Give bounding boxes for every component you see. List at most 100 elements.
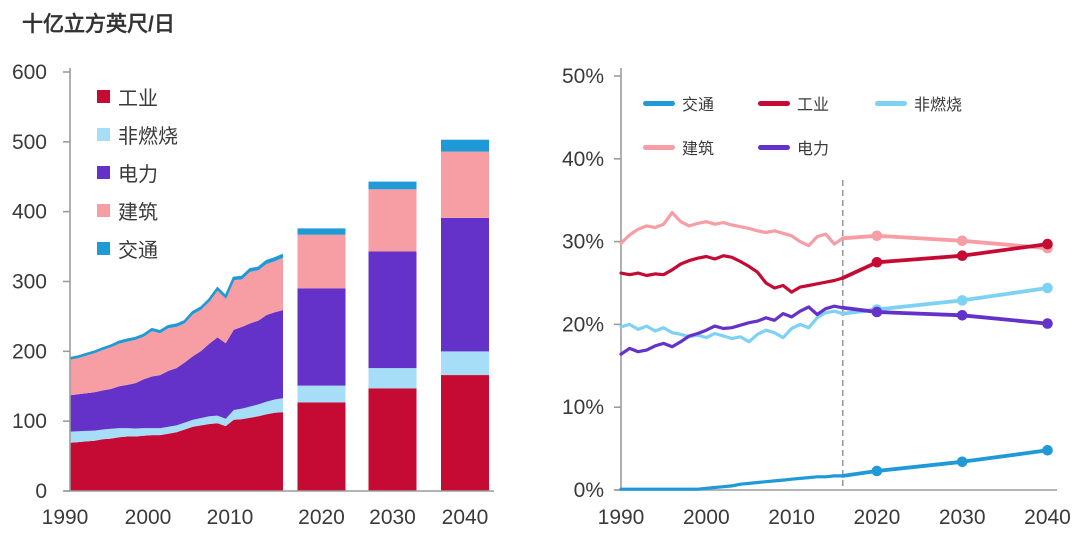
area-non_combustion — [70, 398, 283, 443]
line-projection-transport — [840, 448, 1050, 478]
right-y-tick-label: 20% — [562, 313, 604, 336]
left-chart-legend: 工业非燃烧电力建筑交通 — [97, 77, 178, 267]
marker-industry-2040 — [1042, 238, 1053, 250]
bar-2020-transport — [297, 228, 346, 235]
left-x-tick-label: 2030 — [369, 506, 416, 529]
left-x-tick-label: 2020 — [298, 506, 345, 529]
line-projection-industry — [840, 242, 1050, 280]
legend-label-buildings: 建筑 — [682, 141, 715, 158]
line-history-transport — [619, 474, 845, 491]
line-history-power — [619, 304, 845, 356]
non_combustion-line-swatch-icon — [875, 100, 907, 106]
marker-power-2030 — [956, 310, 968, 321]
area-top-transport-line — [69, 253, 284, 360]
legend-item-power: 电力 — [97, 153, 178, 191]
line-projection-power — [840, 305, 1050, 326]
power-swatch-icon — [97, 165, 110, 179]
right-y-tick-label: 50% — [562, 65, 604, 88]
right-x-tick-label: 2010 — [768, 506, 815, 529]
right-x-tick-label: 1990 — [598, 506, 645, 529]
bar-2040-transport — [441, 139, 489, 152]
industry-swatch-icon — [97, 89, 110, 103]
bar-2030-industry — [368, 388, 417, 491]
legend-item-non_combustion: 非燃烧 — [875, 93, 963, 114]
legend-label-transport: 交通 — [682, 97, 715, 114]
legend-item-power: 电力 — [758, 137, 830, 158]
bar-2020-buildings — [297, 234, 346, 289]
bar-2020-power — [297, 288, 346, 386]
left-chart-unit-title: 十亿立方英尺/日 — [22, 13, 175, 36]
marker-industry-2020 — [871, 257, 883, 268]
marker-buildings-2030 — [956, 235, 968, 247]
legend-label-non_combustion: 非燃烧 — [914, 97, 963, 114]
legend-label-buildings: 建筑 — [118, 201, 158, 224]
legend-item-transport: 交通 — [97, 229, 178, 267]
legend-label-transport: 交通 — [118, 239, 158, 262]
buildings-line-swatch-icon — [643, 144, 675, 150]
left-x-tick-label: 2000 — [125, 506, 172, 529]
legend-item-buildings: 建筑 — [97, 191, 178, 229]
right-x-tick-label: 2000 — [683, 506, 730, 529]
marker-power-2040 — [1042, 318, 1053, 329]
line-history-non_combustion — [619, 309, 845, 344]
legend-label-power: 电力 — [797, 141, 830, 158]
legend-label-industry: 工业 — [118, 87, 158, 110]
legend-label-power: 电力 — [118, 163, 158, 186]
right-y-tick-label: 30% — [562, 231, 604, 254]
bar-2040-industry — [441, 375, 489, 491]
transport-swatch-icon — [97, 241, 110, 255]
legend-item-industry: 工业 — [97, 77, 178, 115]
bar-2020-industry — [297, 402, 346, 491]
transport-line-swatch-icon — [643, 100, 675, 106]
legend-item-buildings: 建筑 — [643, 137, 715, 158]
marker-non_combustion-2040 — [1042, 282, 1053, 294]
line-projection-buildings — [840, 233, 1050, 251]
right-x-tick-label: 2020 — [854, 506, 901, 529]
legend-label-industry: 工业 — [797, 97, 830, 114]
industry-line-swatch-icon — [758, 100, 790, 106]
marker-transport-2030 — [956, 456, 968, 468]
bar-2030-transport — [368, 181, 417, 190]
bar-2040-non_combustion — [441, 351, 489, 375]
bar-2030-non_combustion — [368, 368, 417, 389]
left-y-tick-label: 300 — [12, 271, 47, 294]
marker-transport-2020 — [871, 465, 883, 477]
legend-item-transport: 交通 — [643, 93, 715, 114]
left-y-tick-label: 200 — [12, 340, 47, 363]
marker-non_combustion-2030 — [956, 295, 968, 306]
left-x-tick-label: 1990 — [42, 506, 89, 529]
bar-2030-power — [368, 251, 417, 369]
marker-buildings-2020 — [871, 230, 883, 242]
left-y-tick-label: 400 — [12, 201, 47, 224]
right-x-tick-label: 2030 — [939, 506, 986, 529]
bar-2020-non_combustion — [297, 385, 346, 403]
left-y-tick-label: 100 — [12, 410, 47, 433]
left-x-tick-label: 2040 — [442, 506, 489, 529]
left-y-tick-label: 600 — [12, 61, 47, 84]
area-industry — [70, 412, 283, 491]
power-line-swatch-icon — [758, 144, 790, 150]
bar-2030-buildings — [368, 189, 417, 252]
right-y-tick-label: 40% — [562, 148, 604, 171]
legend-item-non_combustion: 非燃烧 — [97, 115, 178, 153]
left-y-tick-label: 500 — [12, 131, 47, 154]
right-y-tick-label: 10% — [562, 396, 604, 419]
line-history-buildings — [619, 211, 845, 248]
area-buildings — [70, 257, 283, 396]
non_combustion-swatch-icon — [97, 127, 110, 141]
left-y-tick-label: 0 — [35, 480, 47, 503]
area-power — [70, 310, 283, 432]
buildings-swatch-icon — [97, 203, 110, 217]
line-history-industry — [619, 254, 845, 294]
legend-label-non_combustion: 非燃烧 — [118, 125, 178, 148]
marker-industry-2030 — [956, 250, 968, 261]
marker-power-2020 — [871, 306, 883, 318]
bar-2040-buildings — [441, 151, 489, 218]
legend-item-industry: 工业 — [758, 93, 830, 114]
marker-transport-2040 — [1042, 445, 1053, 456]
left-x-tick-label: 2010 — [207, 506, 254, 529]
right-y-tick-label: 0% — [574, 479, 604, 502]
right-x-tick-label: 2040 — [1024, 506, 1071, 529]
